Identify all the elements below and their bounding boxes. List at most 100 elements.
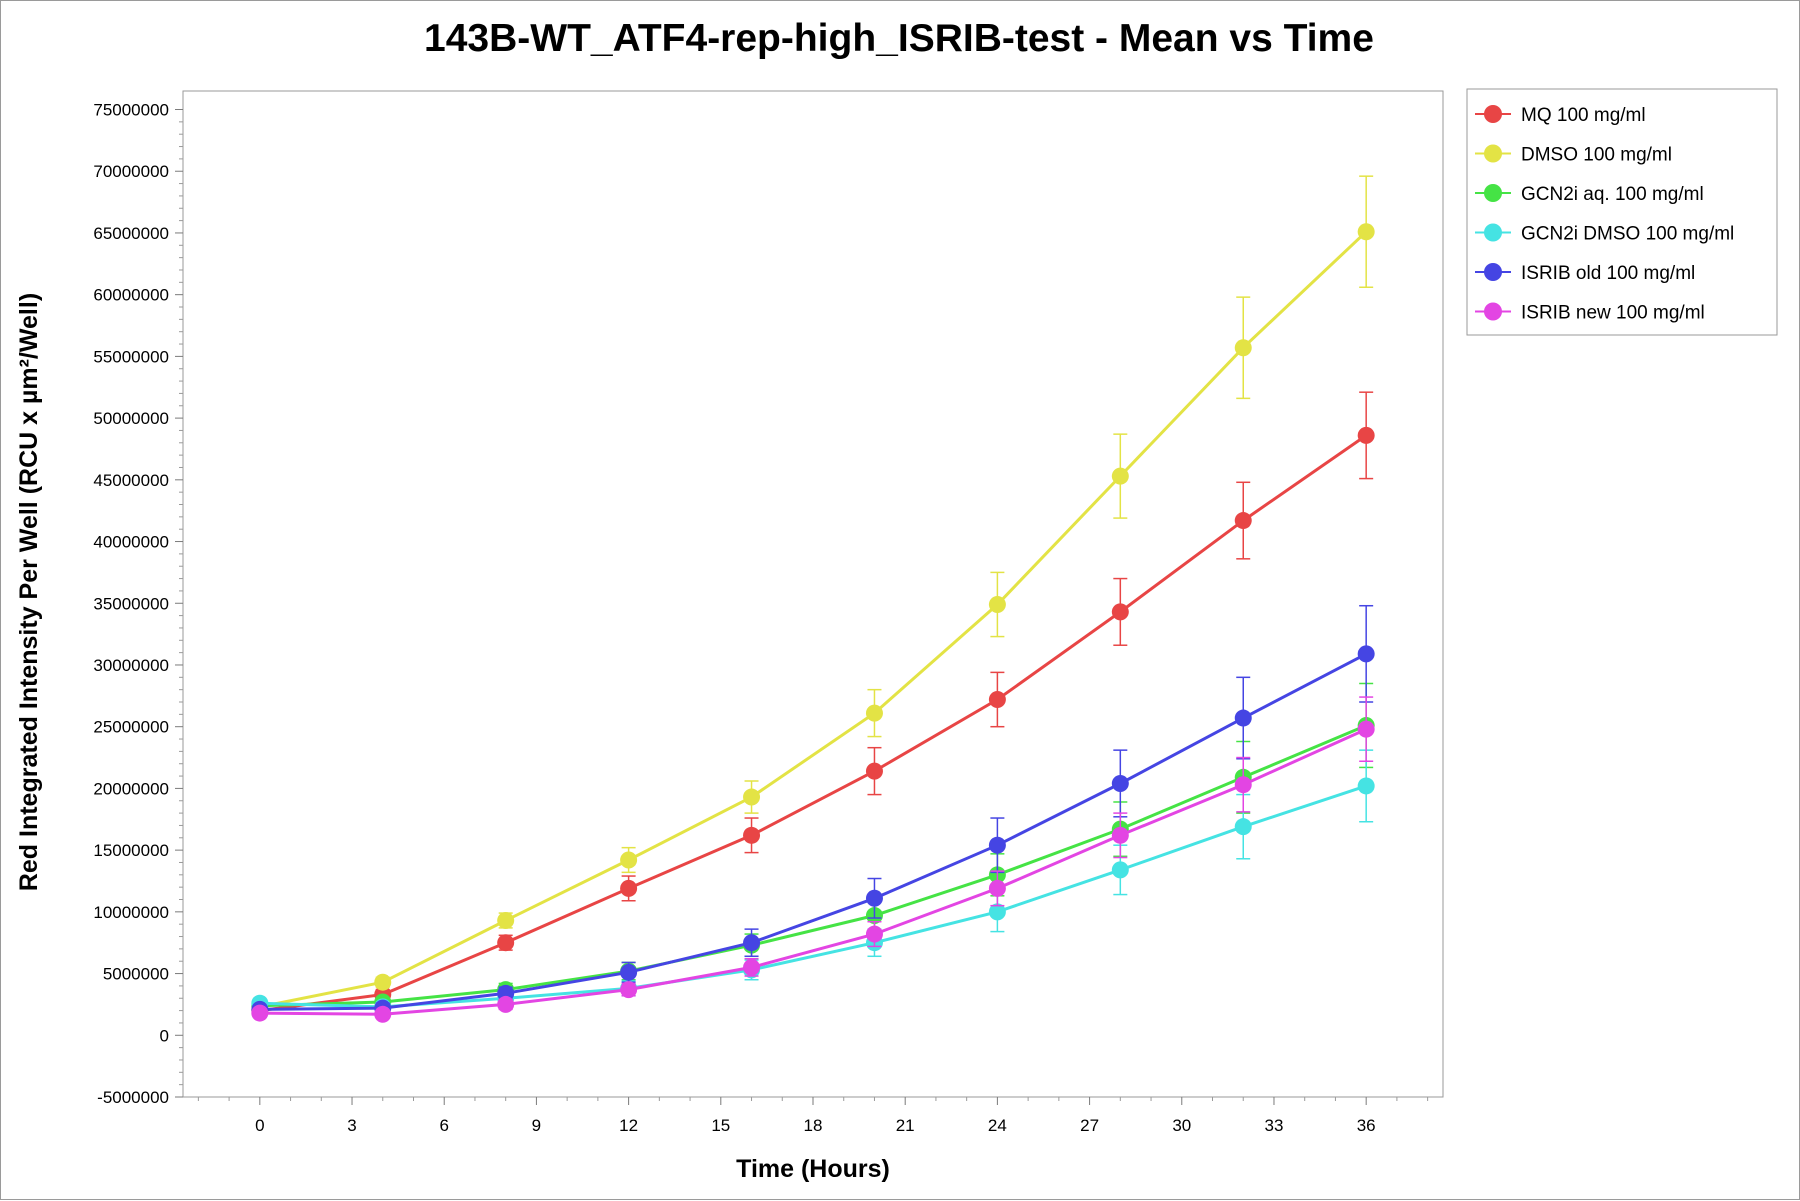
- y-tick-label: 50000000: [93, 409, 169, 428]
- x-tick-label: 9: [532, 1116, 541, 1135]
- legend-swatch-marker: [1484, 223, 1502, 242]
- y-tick-label: 10000000: [93, 903, 169, 922]
- legend-label: MQ 100 mg/ml: [1521, 105, 1646, 126]
- series-line: [259, 724, 1367, 1008]
- data-point: [1234, 339, 1252, 357]
- data-point: [1111, 467, 1129, 485]
- data-point: [497, 995, 515, 1013]
- y-tick-label: 5000000: [103, 965, 169, 984]
- data-point: [865, 925, 883, 943]
- chart-title: 143B-WT_ATF4-rep-high_ISRIB-test - Mean …: [424, 17, 1374, 60]
- plot-area: [182, 90, 1444, 1098]
- legend-label: DMSO 100 mg/ml: [1521, 145, 1672, 166]
- legend-label: GCN2i DMSO 100 mg/ml: [1521, 224, 1734, 245]
- legend-item: ISRIB old 100 mg/ml: [1475, 263, 1695, 284]
- data-point: [1111, 603, 1129, 621]
- x-tick-label: 21: [896, 1116, 915, 1135]
- data-point: [374, 1005, 392, 1023]
- y-tick-label: 25000000: [93, 718, 169, 737]
- data-point: [743, 826, 761, 844]
- series-1: [251, 175, 1375, 1016]
- legend-label: ISRIB new 100 mg/ml: [1521, 303, 1705, 324]
- data-point: [1357, 645, 1375, 663]
- series-line: [259, 230, 1368, 1009]
- data-point: [1111, 826, 1129, 844]
- data-point: [988, 595, 1006, 613]
- data-point: [1357, 426, 1375, 444]
- data-point: [1111, 774, 1129, 792]
- series-5: [251, 696, 1375, 1023]
- series-line: [259, 434, 1368, 1013]
- legend-label: ISRIB old 100 mg/ml: [1521, 263, 1695, 284]
- data-point: [374, 973, 392, 991]
- y-tick-label: 65000000: [93, 224, 169, 243]
- y-tick-label: 15000000: [93, 841, 169, 860]
- x-tick-label: 12: [619, 1116, 638, 1135]
- data-point: [1357, 777, 1375, 795]
- series-layer: [251, 175, 1375, 1023]
- legend-label: GCN2i aq. 100 mg/ml: [1521, 184, 1704, 205]
- legend-item: GCN2i DMSO 100 mg/ml: [1475, 223, 1734, 245]
- legend-swatch-marker: [1484, 184, 1502, 202]
- legend-item: GCN2i aq. 100 mg/ml: [1475, 184, 1704, 205]
- data-point: [497, 911, 515, 929]
- y-tick-label: 30000000: [93, 656, 169, 675]
- legend-item: MQ 100 mg/ml: [1475, 105, 1646, 126]
- legend-swatch-marker: [1484, 105, 1502, 123]
- legend-item: ISRIB new 100 mg/ml: [1475, 302, 1705, 324]
- y-tick-label: 70000000: [93, 162, 169, 181]
- x-tick-label: 33: [1265, 1116, 1284, 1135]
- data-point: [1234, 776, 1252, 794]
- x-tick-label: 15: [711, 1116, 730, 1135]
- series-line: [259, 784, 1367, 1009]
- legend-swatch-marker: [1484, 302, 1502, 321]
- data-point: [620, 981, 638, 999]
- data-point: [865, 704, 883, 722]
- x-tick-label: 6: [439, 1116, 448, 1135]
- y-tick-label: 20000000: [93, 779, 169, 798]
- legend-swatch-marker: [1484, 263, 1502, 281]
- data-point: [1234, 709, 1252, 727]
- data-point: [497, 934, 515, 952]
- y-tick-label: 60000000: [93, 286, 169, 305]
- data-point: [1357, 720, 1375, 738]
- data-point: [1357, 223, 1375, 241]
- y-tick-label: 45000000: [93, 471, 169, 490]
- x-tick-label: 36: [1357, 1116, 1376, 1135]
- data-point: [251, 1004, 269, 1022]
- x-tick-label: 30: [1172, 1116, 1191, 1135]
- x-axis: 0 3 6 9 12 15 18 21 24 27 30 33 36: [197, 1097, 1429, 1135]
- y-tick-label: 75000000: [93, 101, 169, 120]
- series-line: [259, 727, 1367, 1016]
- data-point: [1111, 861, 1129, 879]
- x-tick-label: 0: [255, 1116, 264, 1135]
- x-axis-title: Time (Hours): [736, 1155, 890, 1183]
- data-point: [988, 836, 1006, 854]
- data-point: [988, 903, 1006, 921]
- data-point: [988, 691, 1006, 709]
- y-tick-label: -5000000: [97, 1088, 169, 1107]
- data-point: [865, 889, 883, 907]
- data-point: [1234, 818, 1252, 836]
- legend-swatch-marker: [1484, 144, 1502, 163]
- data-point: [743, 958, 761, 976]
- data-point: [1234, 512, 1252, 530]
- y-axis: -5000000 0 5000000 10000000 15000000 20000000…: [93, 101, 183, 1107]
- legend-item: DMSO 100 mg/ml: [1475, 144, 1672, 166]
- data-point: [865, 762, 883, 780]
- y-tick-label: 55000000: [93, 347, 169, 366]
- data-point: [620, 879, 638, 897]
- legend: MQ 100 mg/ml DMSO 100 mg/ml GCN2i aq. 100 …: [1466, 88, 1778, 336]
- y-tick-label: 35000000: [93, 594, 169, 613]
- x-tick-label: 3: [347, 1116, 356, 1135]
- data-point: [620, 963, 638, 981]
- data-point: [620, 851, 638, 869]
- y-tick-label: 40000000: [93, 533, 169, 552]
- legend-box: [1466, 88, 1778, 336]
- data-point: [743, 788, 761, 806]
- series-line: [259, 652, 1367, 1011]
- data-point: [988, 879, 1006, 897]
- x-tick-label: 27: [1080, 1116, 1099, 1135]
